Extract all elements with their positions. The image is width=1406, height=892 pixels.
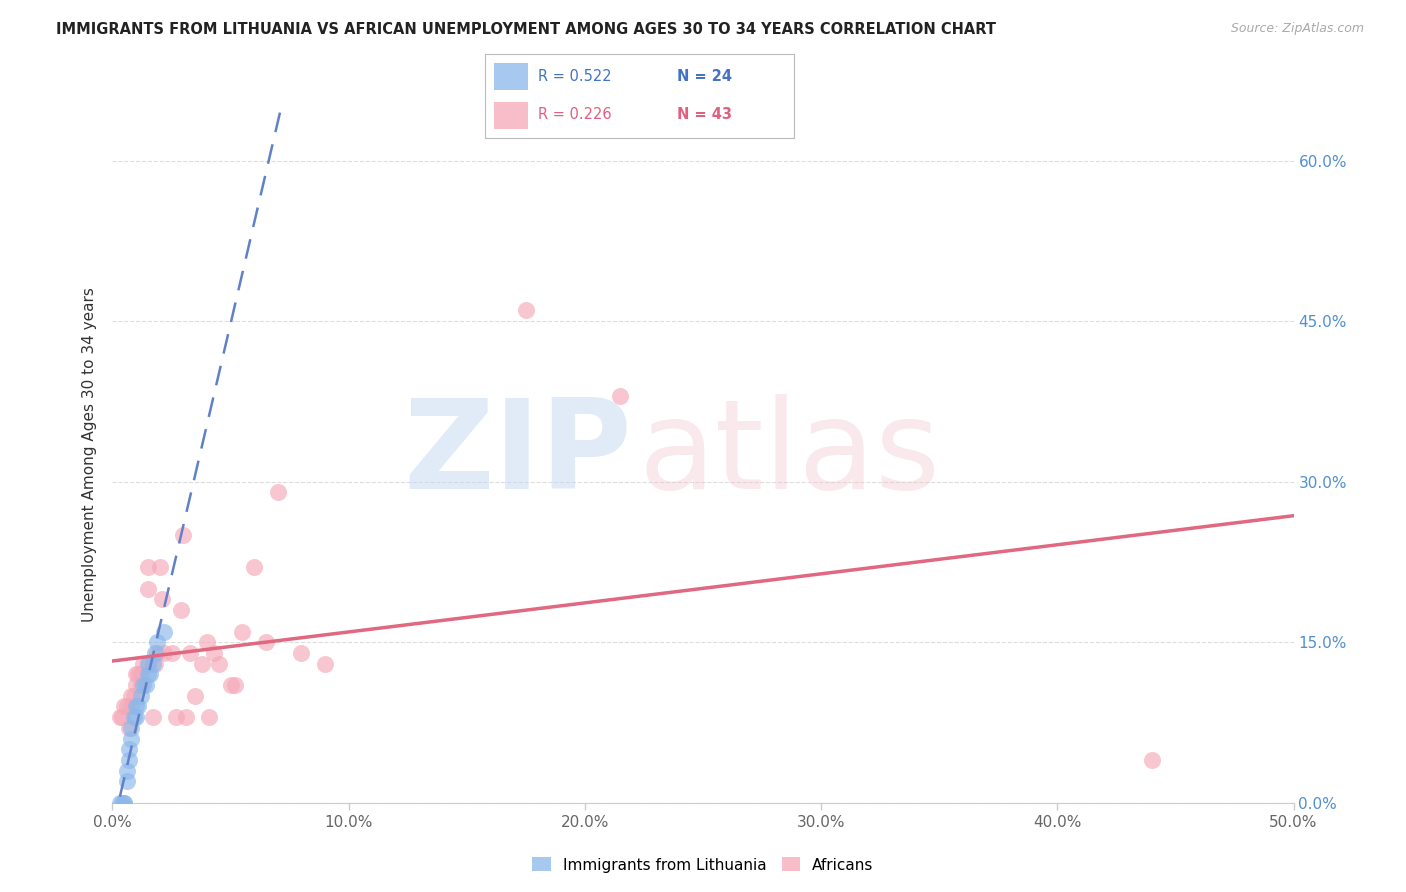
Point bbox=[143, 657, 166, 671]
Text: ZIP: ZIP bbox=[404, 394, 633, 516]
Point bbox=[149, 560, 172, 574]
Point bbox=[115, 699, 138, 714]
Point bbox=[195, 635, 218, 649]
Point bbox=[314, 657, 336, 671]
Point bbox=[120, 731, 142, 746]
Point bbox=[142, 657, 165, 671]
Point bbox=[112, 796, 135, 810]
Point bbox=[129, 678, 152, 692]
Y-axis label: Unemployment Among Ages 30 to 34 years: Unemployment Among Ages 30 to 34 years bbox=[82, 287, 97, 623]
Point bbox=[184, 689, 207, 703]
Legend: Immigrants from Lithuania, Africans: Immigrants from Lithuania, Africans bbox=[526, 851, 880, 879]
Point bbox=[118, 753, 141, 767]
Point bbox=[118, 721, 141, 735]
Point bbox=[112, 699, 135, 714]
Point bbox=[609, 389, 631, 403]
Point bbox=[254, 635, 277, 649]
Point bbox=[515, 303, 537, 318]
Point bbox=[150, 592, 173, 607]
Point bbox=[136, 582, 159, 596]
Point bbox=[122, 710, 145, 724]
Point bbox=[108, 796, 131, 810]
Point bbox=[165, 710, 187, 724]
Point bbox=[290, 646, 312, 660]
Point bbox=[125, 699, 148, 714]
Point bbox=[136, 657, 159, 671]
Point bbox=[170, 603, 193, 617]
Point bbox=[112, 796, 135, 810]
Point bbox=[118, 742, 141, 756]
Point bbox=[136, 560, 159, 574]
Point bbox=[191, 657, 214, 671]
Point bbox=[125, 710, 148, 724]
Bar bbox=[495, 62, 529, 90]
Point bbox=[135, 678, 157, 692]
Point bbox=[122, 689, 145, 703]
Point bbox=[1140, 753, 1163, 767]
Point bbox=[136, 667, 159, 681]
Text: Source: ZipAtlas.com: Source: ZipAtlas.com bbox=[1230, 22, 1364, 36]
Text: IMMIGRANTS FROM LITHUANIA VS AFRICAN UNEMPLOYMENT AMONG AGES 30 TO 34 YEARS CORR: IMMIGRANTS FROM LITHUANIA VS AFRICAN UNE… bbox=[56, 22, 997, 37]
Point bbox=[115, 764, 138, 778]
Text: N = 43: N = 43 bbox=[676, 107, 733, 122]
Point bbox=[120, 699, 142, 714]
Point bbox=[125, 678, 148, 692]
Point bbox=[111, 710, 134, 724]
Point bbox=[146, 646, 169, 660]
Point bbox=[172, 528, 194, 542]
Point bbox=[224, 678, 246, 692]
Point bbox=[198, 710, 221, 724]
Point bbox=[146, 635, 169, 649]
Point bbox=[129, 667, 152, 681]
Point bbox=[219, 678, 242, 692]
Text: atlas: atlas bbox=[638, 394, 941, 516]
Point bbox=[132, 678, 155, 692]
Point bbox=[111, 796, 134, 810]
Point bbox=[267, 485, 290, 500]
Point bbox=[243, 560, 266, 574]
Point bbox=[153, 624, 176, 639]
Point bbox=[160, 646, 183, 660]
Point bbox=[153, 646, 176, 660]
Point bbox=[202, 646, 225, 660]
Text: R = 0.226: R = 0.226 bbox=[537, 107, 612, 122]
Point bbox=[179, 646, 201, 660]
Point bbox=[129, 689, 152, 703]
Bar bbox=[495, 102, 529, 129]
Point bbox=[108, 710, 131, 724]
Point bbox=[115, 774, 138, 789]
Point bbox=[120, 721, 142, 735]
Point bbox=[120, 689, 142, 703]
Text: N = 24: N = 24 bbox=[676, 69, 733, 84]
Point bbox=[174, 710, 197, 724]
Point bbox=[231, 624, 253, 639]
Point bbox=[125, 667, 148, 681]
Point bbox=[139, 667, 162, 681]
Point bbox=[143, 646, 166, 660]
Text: R = 0.522: R = 0.522 bbox=[537, 69, 612, 84]
Point bbox=[132, 657, 155, 671]
Point bbox=[136, 657, 159, 671]
Point bbox=[208, 657, 231, 671]
Point bbox=[127, 667, 149, 681]
Point bbox=[127, 699, 149, 714]
Point bbox=[142, 710, 165, 724]
